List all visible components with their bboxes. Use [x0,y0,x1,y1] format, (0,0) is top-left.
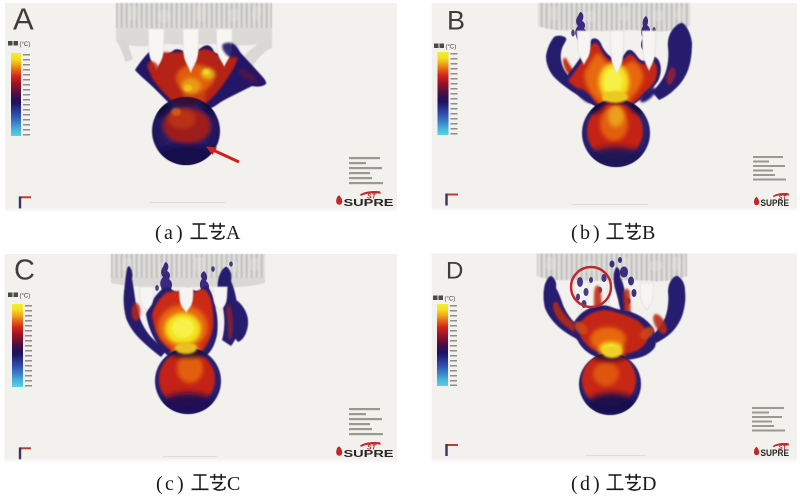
svg-text:ST: ST [367,193,377,200]
svg-text:B: B [642,222,655,244]
svg-text:): ) [177,473,184,495]
svg-text:a: a [164,222,173,244]
svg-text:): ) [593,473,600,495]
svg-text:(°C): (°C) [20,293,31,299]
svg-text:ST: ST [367,444,377,451]
svg-text:C: C [227,473,240,495]
svg-text:SUPRE: SUPRE [761,448,790,458]
svg-text:ST: ST [779,445,788,452]
svg-text:(: ( [156,473,163,495]
svg-text:(°C): (°C) [446,44,457,50]
svg-text:d: d [580,473,590,495]
svg-text:A: A [13,2,34,37]
svg-text:SUPRE: SUPRE [344,197,394,209]
svg-text:C: C [14,255,35,287]
svg-text:(: ( [155,222,162,244]
svg-text:(°C): (°C) [20,42,31,48]
svg-text:B: B [447,6,465,36]
svg-text:A: A [226,222,241,244]
svg-text:(: ( [571,473,578,495]
svg-text:): ) [176,222,183,244]
svg-text:ST: ST [779,195,788,202]
svg-text:D: D [642,473,656,495]
svg-text:c: c [165,473,174,495]
svg-text:(: ( [571,222,578,244]
svg-text:SUPRE: SUPRE [761,198,790,208]
svg-text:D: D [446,258,463,285]
svg-text:): ) [593,222,600,244]
svg-text:b: b [580,222,590,244]
svg-text:SUPRE: SUPRE [344,448,394,460]
svg-text:(°C): (°C) [445,296,456,302]
